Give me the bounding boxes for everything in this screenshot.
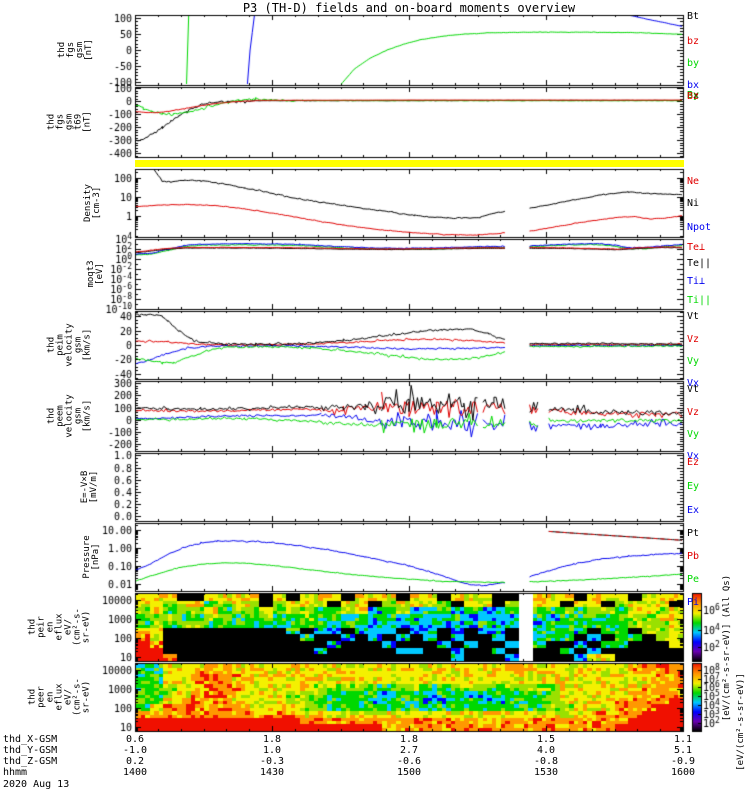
axis-tick-value: 2.7 xyxy=(399,745,419,756)
legend-ey: Ey xyxy=(687,481,700,492)
legend-ex: Ex xyxy=(687,505,700,516)
legend-pi: Pi xyxy=(687,597,700,608)
quality-flag-bar xyxy=(135,160,684,167)
legend-vz: Vz xyxy=(687,334,700,345)
legend-ti: Ti|| xyxy=(687,295,712,306)
axis-tick-value: 1.8 xyxy=(262,734,282,745)
legend-ez: Ez xyxy=(687,457,700,468)
legend-vt: Vt xyxy=(687,311,700,322)
legend-vz: Vz xyxy=(687,407,700,418)
axis-tick-value: 1600 xyxy=(670,767,696,778)
ylabel-peer-eflux: thd peer en eflux eV/ (cm²-s- sr-eV) xyxy=(27,678,92,716)
legend-by: by xyxy=(687,58,700,69)
legend-bz: bz xyxy=(687,36,700,47)
ylabel-temperature: moqt3 [eV] xyxy=(86,260,105,288)
axis-tick-value: 1500 xyxy=(396,767,422,778)
plot-title: P3 (TH-D) fields and on-board moments ov… xyxy=(242,1,576,15)
axis-tick-value: 5.1 xyxy=(673,745,693,756)
ylabel-efield: E=-V×B [mV/m] xyxy=(80,470,99,504)
ylabel-peem-velocity: thd peem velocity gsm [km/s] xyxy=(46,394,93,438)
axis-tick-value: 1430 xyxy=(259,767,285,778)
legend-vt: Vt xyxy=(687,384,700,395)
axis-row-label-z-gsm: thd_Z-GSM xyxy=(3,756,58,767)
legend-vx: Vx xyxy=(687,451,700,462)
legend-pb: Pb xyxy=(687,551,700,562)
legend-bx: Bx xyxy=(687,90,700,101)
axis-tick-value: 1400 xyxy=(122,767,148,778)
legend-te: Te|| xyxy=(687,258,712,269)
legend-pe: Pe xyxy=(687,574,700,585)
colorbar-unit-label-peer: [eV/(cm²-s-sr-eV)] xyxy=(736,673,746,771)
legend-ti: Ti⊥ xyxy=(687,276,706,287)
axis-tick-value: 1.8 xyxy=(399,734,419,745)
axis-tick-value: -0.3 xyxy=(259,756,285,767)
axis-tick-value: 1.0 xyxy=(262,745,282,756)
legend-bx: bx xyxy=(687,80,700,91)
legend-npot: Npot xyxy=(687,222,712,233)
axis-row-label-y-gsm: thd_Y-GSM xyxy=(3,745,58,756)
axis-tick-value: -0.9 xyxy=(670,756,696,767)
axis-tick-value: 1.1 xyxy=(673,734,693,745)
axis-tick-value: 1530 xyxy=(533,767,559,778)
axis-row-label-x-gsm: thd_X-GSM xyxy=(3,734,58,745)
legend-vy: Vy xyxy=(687,356,700,367)
ylabel-peir-eflux: thd peir en eflux eV/ (cm²-s- sr-eV) xyxy=(27,608,92,646)
ylabel-fgs-zoom: thd fgs gsm [nT] xyxy=(57,39,94,61)
ylabel-pressure: Pressure [nPa] xyxy=(82,535,101,579)
legend-by: By xyxy=(687,90,700,101)
legend-bz: Bz xyxy=(687,91,700,102)
legend-bt: Bt xyxy=(687,11,700,22)
axis-tick-value: 0.2 xyxy=(125,756,145,767)
colorbar-unit-label-peir: [eV/(cm²-s-sr-eV)] (All Qs) xyxy=(722,574,732,722)
ylabel-density: Density [cm-3] xyxy=(83,184,102,222)
axis-tick-value: 4.0 xyxy=(536,745,556,756)
legend-pt: Pt xyxy=(687,528,700,539)
axis-tick-value: -0.6 xyxy=(396,756,422,767)
legend-ni: Ni xyxy=(687,198,700,209)
axis-tick-value: -1.0 xyxy=(122,745,148,756)
legend-te: Te⊥ xyxy=(687,242,706,253)
legend-vy: Vy xyxy=(687,429,700,440)
axis-date-label: 2020 Aug 13 xyxy=(3,779,70,790)
axis-tick-value: 1.5 xyxy=(536,734,556,745)
axis-tick-value: -0.8 xyxy=(533,756,559,767)
ylabel-peim-velocity: thd peim velocity gsm [km/s] xyxy=(46,323,93,367)
axis-row-label-hhmm: hhmm xyxy=(3,767,28,778)
axis-tick-value: 0.6 xyxy=(125,734,145,745)
legend-ne: Ne xyxy=(687,176,700,187)
legend-vx: Vx xyxy=(687,378,700,389)
ylabel-fgs-full: thd fgs gsm t69 [nT] xyxy=(46,111,93,133)
